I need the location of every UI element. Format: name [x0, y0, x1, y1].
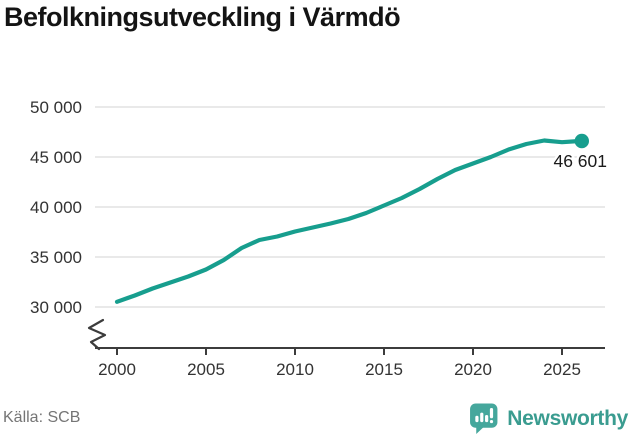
population-series-line [114, 138, 582, 304]
newsworthy-bar-chart-pin-icon [470, 403, 498, 434]
x-tick-label: 2000 [98, 360, 136, 379]
y-tick-label: 30 000 [30, 298, 82, 317]
series-end-dot [574, 133, 589, 149]
x-tick-label: 2015 [365, 360, 403, 379]
x-tick-label: 2005 [187, 360, 225, 379]
newsworthy-logo: Newsworthy [469, 403, 628, 434]
end-value-label: 46 601 [553, 151, 607, 171]
source-label: Källa: SCB [3, 409, 81, 426]
y-tick-label: 45 000 [30, 148, 82, 167]
population-line-chart: 30 000 35 000 40 000 45 000 50 000 2000 2005 20… [30, 98, 607, 379]
chart-title: Befolkningsutveckling i Värmdö [4, 2, 401, 32]
y-tick-label: 40 000 [30, 198, 82, 217]
x-tick-label: 2025 [543, 360, 581, 379]
y-tick-label: 50 000 [30, 98, 82, 117]
x-tick-label: 2010 [276, 360, 314, 379]
y-tick-label: 35 000 [30, 248, 82, 267]
x-tick-label: 2020 [454, 360, 492, 379]
axis-break-icon [87, 318, 107, 351]
brand-name: Newsworthy [507, 406, 628, 430]
